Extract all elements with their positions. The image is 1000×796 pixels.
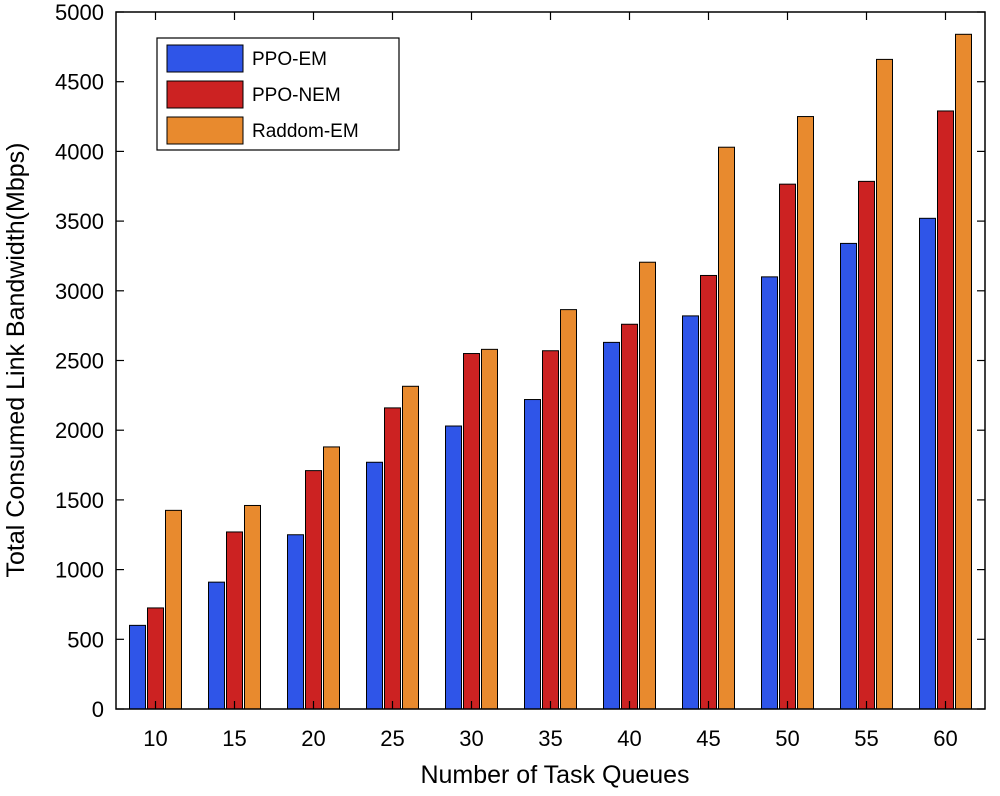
x-axis-title: Number of Task Queues <box>420 761 689 789</box>
y-tick-label: 4000 <box>55 139 104 164</box>
y-tick-label: 2000 <box>55 418 104 443</box>
y-tick-label: 3000 <box>55 279 104 304</box>
legend: PPO-EM PPO-NEM Raddom-EM <box>156 37 400 151</box>
legend-label-raddom-em: Raddom-EM <box>252 121 359 142</box>
bars-layer <box>129 33 972 710</box>
bar-ppo-em-55 <box>840 242 857 710</box>
bar-raddom-em-25 <box>402 385 419 710</box>
x-tick-label: 25 <box>380 726 404 751</box>
y-tick-label: 3500 <box>55 209 104 234</box>
bar-ppo-nem-60 <box>937 110 954 710</box>
bar-ppo-nem-10 <box>147 607 164 710</box>
bar-raddom-em-60 <box>955 33 972 710</box>
bar-ppo-nem-40 <box>621 323 638 710</box>
bar-ppo-nem-45 <box>700 274 717 710</box>
legend-label-ppo-em: PPO-EM <box>252 49 327 70</box>
legend-swatch-ppo-em <box>166 44 244 73</box>
y-tick-label: 1000 <box>55 558 104 583</box>
y-axis-title: Total Consumed Link Bandwidth(Mbps) <box>2 143 30 578</box>
x-tick-label: 35 <box>538 726 562 751</box>
bar-ppo-em-35 <box>524 399 541 710</box>
y-tick-label: 1500 <box>55 488 104 513</box>
x-tick-label: 50 <box>775 726 799 751</box>
bar-raddom-em-50 <box>797 116 814 710</box>
bar-ppo-nem-25 <box>384 407 401 710</box>
bar-raddom-em-15 <box>244 504 261 710</box>
bar-ppo-em-25 <box>366 461 383 710</box>
y-tick-label: 2500 <box>55 349 104 374</box>
x-tick-label: 45 <box>696 726 720 751</box>
legend-label-ppo-nem: PPO-NEM <box>252 85 341 106</box>
y-tick-label: 500 <box>67 627 104 652</box>
bar-ppo-em-30 <box>445 425 462 710</box>
bar-ppo-em-60 <box>919 217 936 710</box>
x-tick-label: 55 <box>854 726 878 751</box>
bar-raddom-em-20 <box>323 446 340 710</box>
x-tick-label: 30 <box>459 726 483 751</box>
bar-ppo-nem-20 <box>305 470 322 710</box>
legend-swatch-ppo-nem <box>166 80 244 109</box>
bar-ppo-nem-50 <box>779 183 796 710</box>
bar-ppo-em-10 <box>129 624 146 710</box>
bar-ppo-nem-55 <box>858 180 875 710</box>
bar-ppo-em-45 <box>682 315 699 710</box>
bar-raddom-em-30 <box>481 348 498 710</box>
x-tick-label: 15 <box>222 726 246 751</box>
y-tick-label: 0 <box>92 697 104 722</box>
legend-swatch-raddom-em <box>166 116 244 145</box>
bar-ppo-em-15 <box>208 581 225 710</box>
y-tick-label: 4500 <box>55 70 104 95</box>
bar-raddom-em-35 <box>560 309 577 710</box>
bar-raddom-em-55 <box>876 58 893 710</box>
bar-ppo-em-50 <box>761 276 778 710</box>
bar-ppo-nem-15 <box>226 531 243 710</box>
x-tick-label: 20 <box>301 726 325 751</box>
bar-ppo-nem-35 <box>542 350 559 710</box>
bar-raddom-em-10 <box>165 509 182 710</box>
axes-layer: 0 500 1000 1500 2000 2500 3000 3500 4000 4500 5000… <box>55 0 985 751</box>
x-tick-label: 10 <box>143 726 167 751</box>
x-tick-label: 40 <box>617 726 641 751</box>
bar-ppo-em-20 <box>287 534 304 710</box>
x-tick-label: 60 <box>933 726 957 751</box>
bar-raddom-em-40 <box>639 261 656 710</box>
bar-ppo-nem-30 <box>463 353 480 710</box>
bar-ppo-em-40 <box>603 341 620 710</box>
bar-raddom-em-45 <box>718 146 735 710</box>
y-tick-label: 5000 <box>55 0 104 25</box>
